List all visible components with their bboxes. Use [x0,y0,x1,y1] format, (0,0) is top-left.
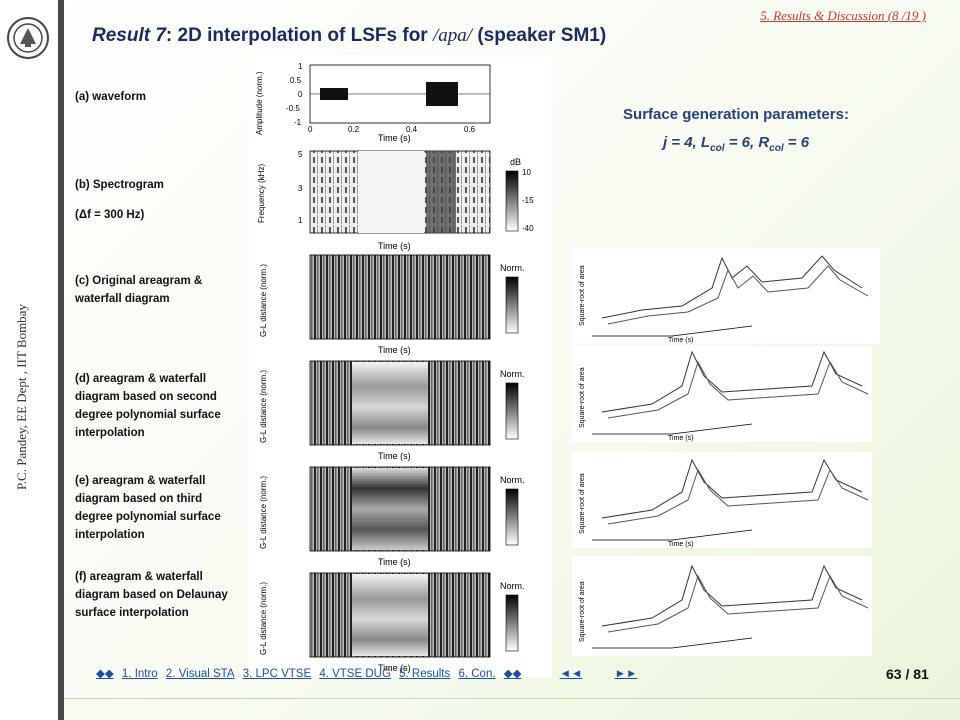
nav-intro-link[interactable]: 1. Intro [121,668,158,680]
norm-label-e: Norm. [500,475,525,485]
nav-vtse-link[interactable]: 4. VTSE DUG [319,668,391,680]
slide-title: Result 7: 2D interpolation of LSFs for /… [92,25,606,47]
title-main: : 2D interpolation of LSFs for [165,25,433,46]
areagram-second-xlabel: Time (s) [378,451,411,461]
wf-second-zlabel: Square-root of area [579,367,586,428]
param-L-sub: col [710,143,725,154]
label-original-areagram: (c) Original areagram & waterfall diagra… [75,275,203,305]
areagram-third-degree: G-L distance (norm.) Time (s) Norm. [259,466,525,567]
areagram-delaunay-ylabel: G-L distance (norm.) [259,582,268,655]
spectrogram-panel: Frequency (kHz) 5 3 1 Time (s) dB 10 -15… [257,150,534,251]
waveform-tick-3: 0 [298,90,303,99]
page-counter: 63 / 81 [886,666,929,682]
waterfall-second-degree: Square-root of area Time (s) [572,346,872,442]
norm-label-c: Norm. [500,263,525,273]
areagram-second-degree: G-L distance (norm.) Time (s) Norm. [259,360,525,461]
nav-last-button[interactable]: ◆◆ [503,668,522,680]
waterfall-third-degree: Square-root of area Time (s) [572,452,872,548]
db-tick-bottom: -40 [522,224,534,233]
side-rule [58,0,64,720]
waveform-tick-1: 1 [298,62,303,71]
nav-prev-button[interactable]: ◄◄ [559,668,583,680]
waterfall-original: Square-root of area Time (s) [572,248,880,344]
figure-panels: Amplitude (norm.) 1 0.5 0 -0.5 -1 0 0.2 … [248,55,552,677]
nav-first-button[interactable]: ◆◆ [96,668,114,680]
nav-next-button[interactable]: ►► [614,668,638,680]
params-values: j = 4, Lcol = 6, Rcol = 6 [566,134,906,154]
param-R-sub: col [769,143,784,154]
wf-third-time: Time (s) [668,541,693,548]
param-j: j = 4, [662,134,701,151]
spectrogram-tick-5: 5 [298,150,303,159]
section-label[interactable]: 5. Results & Discussion (8 /19 ) [760,8,926,23]
spectrogram-tick-1: 1 [298,216,303,225]
db-tick-mid: -15 [522,196,534,205]
footer-divider [64,698,960,699]
param-R: R [758,134,770,151]
waveform-xtick-3: 0.6 [464,125,476,134]
db-label: dB [510,157,521,167]
waveform-xtick-1: 0.2 [348,125,360,134]
wf-second-time: Time (s) [668,435,693,442]
areagram-third-xlabel: Time (s) [378,557,411,567]
wf-original-zlabel: Square-root of area [579,265,586,326]
spectrogram-ylabel: Frequency (kHz) [257,164,266,223]
spectrogram-tick-3: 3 [298,184,303,193]
iit-logo [7,17,49,59]
nav-results-link[interactable]: 5. Results [399,668,451,680]
nav-lpc-link[interactable]: 3. LPC VTSE [242,668,312,680]
waveform-tick-4: -0.5 [286,104,300,113]
nav-visual-link[interactable]: 2. Visual STA [165,668,235,680]
label-spectrogram-resolution: (Δf = 300 Hz) [75,209,145,221]
waveform-tick-5: -1 [294,118,302,127]
param-L: L [700,134,711,151]
title-word: /apa/ [432,25,473,46]
side-bar: P.C. Pandey, EE Dept , IIT Bombay [0,0,64,720]
param-L-val: = 6, [724,134,759,151]
spectrogram-xlabel: Time (s) [378,241,411,251]
wf-original-time: Time (s) [668,337,693,344]
params-heading: Surface generation parameters: [623,106,849,123]
param-R-val: = 6 [783,134,810,151]
label-second-degree: (d) areagram & waterfall diagram based o… [75,373,221,439]
waveform-xtick-0: 0 [308,125,313,134]
areagram-delaunay: G-L distance (norm.) Time (s) Norm. [259,572,525,673]
waveform-xtick-2: 0.4 [406,125,418,134]
label-delaunay: (f) areagram & waterfall diagram based o… [75,571,228,619]
title-speaker: (speaker SM1) [472,25,607,46]
norm-label-f: Norm. [500,581,525,591]
label-waveform: (a) waveform [75,91,146,103]
waveform-ylabel: Amplitude (norm.) [255,71,264,135]
waterfall-delaunay: Square-root of area [572,556,872,656]
label-spectrogram: (b) Spectrogram [75,179,164,191]
areagram-second-ylabel: G-L distance (norm.) [259,370,268,443]
db-tick-top: 10 [522,168,531,177]
areagram-delaunay-xlabel: Time (s) [378,663,411,673]
areagram-third-ylabel: G-L distance (norm.) [259,476,268,549]
wf-third-zlabel: Square-root of area [579,473,586,534]
navigation-bar: ◆◆ 1. Intro 2. Visual STA 3. LPC VTSE 4.… [96,666,642,680]
areagram-original-ylabel: G-L distance (norm.) [259,264,268,337]
nav-con-link[interactable]: 6. Con. [458,668,496,680]
label-third-degree: (e) areagram & waterfall diagram based o… [75,475,221,541]
norm-label-d: Norm. [500,369,525,379]
waveform-panel: Amplitude (norm.) 1 0.5 0 -0.5 -1 0 0.2 … [255,62,491,143]
title-result: Result 7 [92,25,166,46]
areagram-original: G-L distance (norm.) Time (s) Norm. [259,254,525,355]
wf-delaunay-zlabel: Square-root of area [579,581,586,642]
waveform-tick-2: 0.5 [290,76,302,85]
waveform-xlabel: Time (s) [378,133,411,143]
author-credit: P.C. Pandey, EE Dept , IIT Bombay [14,304,29,490]
areagram-original-xlabel: Time (s) [378,345,411,355]
